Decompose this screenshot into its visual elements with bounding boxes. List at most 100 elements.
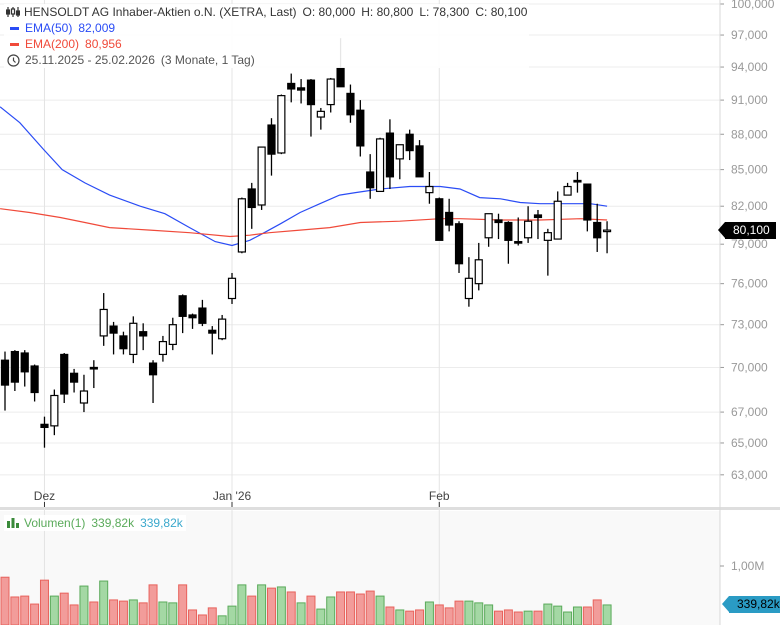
volume-bar (444, 607, 454, 625)
candle (188, 313, 197, 329)
y-tick-label: 94,000 (731, 60, 768, 74)
volume-bar (592, 599, 602, 625)
ema200-swatch (10, 42, 19, 46)
candle (168, 317, 177, 351)
candle (148, 360, 158, 404)
candle (583, 183, 592, 232)
candles (0, 38, 612, 448)
last-price-tag: 80,100 (718, 222, 776, 239)
y-tick-label: 70,000 (731, 360, 768, 374)
volume-ma-value: 339,82k (140, 516, 183, 530)
volume-bar (395, 609, 405, 625)
candle (553, 191, 562, 240)
candle-body-down (297, 87, 306, 91)
candle-body-up (543, 232, 552, 241)
candle (326, 77, 335, 113)
candle-body-up (277, 95, 286, 154)
candle (50, 389, 59, 436)
candle (533, 209, 543, 240)
candle-body-down (435, 198, 444, 241)
volume-bar (217, 615, 227, 625)
candle-body-down (139, 331, 148, 337)
axes: 100,000 97,000 94,000 91,000 88,000 85,000 82,… (34, 0, 775, 625)
candle (395, 144, 404, 180)
candle-body-up (524, 220, 533, 239)
candle (257, 146, 266, 210)
candle-body-up (375, 138, 385, 193)
candle (306, 79, 316, 137)
candle (366, 154, 375, 199)
candle-body-down (109, 325, 118, 334)
candle-body-down (30, 365, 39, 394)
volume-bar (69, 604, 79, 625)
volume-bar (178, 584, 188, 625)
volume-bar (513, 611, 523, 625)
candle (484, 213, 493, 247)
volume-bar (582, 606, 592, 625)
volume-bar (434, 604, 444, 625)
candle-body-down (385, 132, 395, 178)
volume-bar (148, 584, 158, 625)
ema50-legend[interactable]: EMA(50) 82,009 (6, 20, 527, 36)
candle (602, 221, 612, 254)
candle (464, 257, 473, 307)
candle (514, 217, 523, 246)
candle (346, 84, 355, 123)
volume-bar (109, 599, 119, 625)
candle-body-down (445, 211, 454, 226)
volume-bar (602, 604, 612, 625)
ema200-legend[interactable]: EMA(200) 80,956 (6, 36, 527, 52)
candle-chart-icon (6, 7, 20, 17)
candle (208, 326, 217, 355)
date-range-row: 25.11.2025 - 25.02.2026 (3 Monate, 1 Tag… (6, 52, 527, 68)
candle-body-down (533, 214, 543, 219)
candle (109, 321, 118, 355)
low-value: L: 78,300 (419, 5, 470, 19)
candle-body-down (89, 366, 98, 370)
candle (20, 350, 29, 387)
candle-body-down (593, 221, 602, 239)
instrument-row: HENSOLDT AG Inhaber-Aktien o.N. (XETRA, … (6, 4, 527, 20)
volume-bar (523, 610, 533, 625)
volume-bar (365, 590, 375, 625)
candle (435, 197, 444, 241)
volume-bar (59, 592, 69, 625)
chart-legend: HENSOLDT AG Inhaber-Aktien o.N. (XETRA, … (4, 4, 530, 68)
candle-body-down (20, 352, 29, 373)
ema50-value: 82,009 (78, 21, 116, 35)
candle (139, 323, 148, 351)
candle-body-up (257, 146, 266, 206)
volume-bar (276, 586, 286, 625)
volume-bar (464, 600, 474, 625)
volume-bar (168, 602, 178, 625)
candle-body-down (40, 423, 49, 429)
candle (474, 242, 483, 291)
volume-bar (326, 596, 336, 625)
volume-bar (563, 611, 573, 625)
high-value: H: 80,800 (361, 5, 414, 19)
instrument-name: HENSOLDT AG Inhaber-Aktien o.N. (XETRA, … (24, 5, 297, 19)
candle-body-up (464, 277, 473, 300)
candle (198, 299, 207, 327)
candle-body-down (336, 67, 345, 88)
y-tick-label: 79,000 (731, 237, 768, 251)
volume-bar (30, 603, 40, 625)
candle (287, 73, 296, 103)
ema200-line (0, 208, 608, 238)
candle-body-up (553, 200, 562, 240)
candle-body-up (218, 318, 227, 340)
candle-body-down (356, 109, 365, 147)
volume-bar (474, 602, 484, 625)
volume-bar (553, 605, 563, 625)
candle (0, 351, 10, 411)
candle (356, 100, 365, 157)
candle (425, 172, 434, 204)
candle (297, 79, 306, 104)
candle-body-up (158, 340, 168, 356)
candle-body-up (99, 308, 108, 337)
candle (178, 294, 187, 334)
candle (494, 213, 503, 240)
volume-bar (0, 576, 10, 625)
date-range-duration: (3 Monate, 1 Tag) (160, 53, 255, 67)
